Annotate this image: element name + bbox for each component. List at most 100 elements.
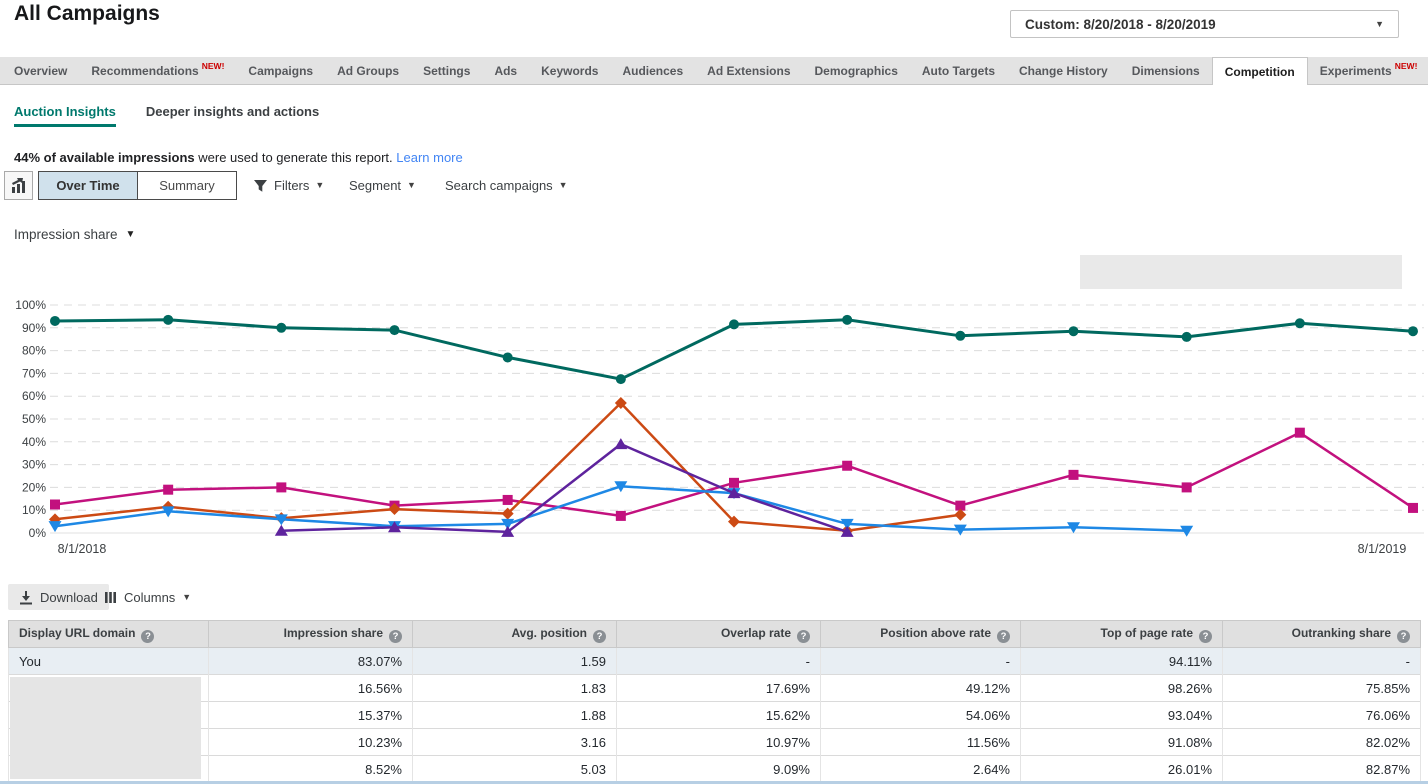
tab-dimensions[interactable]: Dimensions	[1120, 57, 1212, 84]
tab-ad-extensions[interactable]: Ad Extensions	[695, 57, 802, 84]
chart-point-redacted-competitor-4[interactable]	[614, 438, 628, 450]
help-icon[interactable]: ?	[797, 629, 810, 643]
chart-point-redacted-competitor-4[interactable]	[727, 487, 741, 499]
over-time-button[interactable]: Over Time	[39, 172, 137, 199]
chart-point-You[interactable]	[842, 314, 853, 325]
bottom-scroll-strip[interactable]	[0, 781, 1428, 784]
help-icon[interactable]: ?	[1397, 629, 1410, 643]
chart-point-redacted-competitor-3[interactable]	[953, 524, 967, 536]
chart-point-redacted-competitor-2[interactable]	[388, 503, 401, 516]
chart-point-You[interactable]	[955, 330, 966, 341]
y-axis-tick-label: 20%	[22, 480, 46, 494]
tab-label: Change History	[1019, 63, 1108, 78]
column-header-top-of-page-rate[interactable]: Top of page rate?	[1020, 620, 1223, 648]
chart-point-redacted-competitor-1[interactable]	[1068, 469, 1079, 480]
tab-change-history[interactable]: Change History	[1007, 57, 1120, 84]
chart-point-redacted-competitor-1[interactable]	[729, 477, 739, 488]
tab-competition[interactable]: Competition	[1211, 57, 1308, 85]
chart-line-redacted-competitor-3	[54, 485, 1187, 532]
value-cell: 82.87%	[1222, 755, 1421, 783]
chart-point-You[interactable]	[502, 352, 513, 363]
columns-button[interactable]: Columns ▼	[104, 584, 191, 610]
chart-point-redacted-competitor-2[interactable]	[954, 508, 967, 521]
help-icon[interactable]: ?	[1199, 629, 1212, 643]
date-range-selector[interactable]: Custom: 8/20/2018 - 8/20/2019 ▼	[1010, 10, 1399, 38]
chart-point-redacted-competitor-3[interactable]	[1180, 525, 1194, 537]
tab-experiments[interactable]: Experiments NEW!	[1308, 57, 1428, 84]
segment-control[interactable]: Segment ▼	[349, 171, 416, 200]
chart-point-redacted-competitor-4[interactable]	[840, 525, 854, 537]
column-header-position-above-rate[interactable]: Position above rate?	[820, 620, 1021, 648]
chart-point-redacted-competitor-3[interactable]	[840, 518, 854, 530]
tab-recommendations[interactable]: Recommendations NEW!	[79, 57, 236, 84]
chart-point-redacted-competitor-1[interactable]	[1294, 427, 1305, 438]
help-icon[interactable]: ?	[389, 629, 402, 643]
chart-type-button[interactable]	[4, 171, 33, 200]
tab-campaigns[interactable]: Campaigns	[236, 57, 325, 84]
chart-point-redacted-competitor-2[interactable]	[614, 397, 627, 410]
help-icon[interactable]: ?	[141, 629, 155, 643]
column-header-outranking-share[interactable]: Outranking share?	[1222, 620, 1421, 648]
chart-point-redacted-competitor-1[interactable]	[615, 510, 626, 521]
column-header-overlap-rate[interactable]: Overlap rate?	[616, 620, 821, 648]
value-cell: 1.88	[412, 701, 617, 729]
subtab-deeper-insights[interactable]: Deeper insights and actions	[145, 104, 320, 119]
tab-demographics[interactable]: Demographics	[803, 57, 910, 84]
chart-point-redacted-competitor-3[interactable]	[274, 514, 288, 526]
tab-ad-groups[interactable]: Ad Groups	[325, 57, 411, 84]
chart-point-You[interactable]	[276, 322, 287, 333]
column-header-label: Display URL domain	[19, 625, 136, 640]
tab-ads[interactable]: Ads	[482, 57, 529, 84]
chart-point-You[interactable]	[389, 325, 400, 336]
column-header-display-url-domain[interactable]: Display URL domain?	[8, 620, 209, 648]
tab-keywords[interactable]: Keywords	[529, 57, 610, 84]
help-icon[interactable]: ?	[593, 629, 606, 643]
column-header-impression-share[interactable]: Impression share?	[208, 620, 413, 648]
chart-point-redacted-competitor-3[interactable]	[614, 481, 628, 493]
chart-point-You[interactable]	[163, 314, 174, 325]
chart-point-redacted-competitor-1[interactable]	[955, 500, 966, 511]
chart-view-toggle: Over Time Summary	[38, 171, 237, 200]
chart-point-redacted-competitor-1[interactable]	[163, 484, 174, 495]
chart-point-redacted-competitor-1[interactable]	[502, 494, 513, 505]
learn-more-link[interactable]: Learn more	[396, 150, 463, 165]
chart-point-You[interactable]	[729, 319, 739, 330]
domain-cell: You	[8, 647, 209, 675]
column-header-label: Outranking share	[1291, 625, 1391, 640]
chart-point-redacted-competitor-1[interactable]	[1181, 482, 1192, 493]
chart-point-redacted-competitor-3[interactable]	[1067, 522, 1080, 534]
help-icon[interactable]: ?	[997, 629, 1010, 643]
filters-control[interactable]: Filters ▼	[253, 171, 324, 200]
chart-point-You[interactable]	[615, 374, 626, 385]
chart-point-redacted-competitor-1[interactable]	[276, 482, 287, 493]
chart-point-redacted-competitor-1[interactable]	[1408, 502, 1418, 513]
metric-selector[interactable]: Impression share ▼	[14, 227, 135, 242]
chart-point-You[interactable]	[1068, 326, 1079, 337]
tab-audiences[interactable]: Audiences	[610, 57, 695, 84]
chart-point-You[interactable]	[1294, 318, 1305, 329]
chart-point-redacted-competitor-4[interactable]	[501, 525, 515, 537]
column-header-avg-position[interactable]: Avg. position?	[412, 620, 617, 648]
summary-button[interactable]: Summary	[137, 172, 236, 199]
chart-point-redacted-competitor-3[interactable]	[501, 518, 515, 530]
chart-point-redacted-competitor-1[interactable]	[842, 460, 853, 471]
chart-point-You[interactable]	[1408, 326, 1418, 337]
download-button[interactable]: Download	[8, 584, 109, 610]
tab-overview[interactable]: Overview	[2, 57, 79, 84]
segment-label: Segment	[349, 178, 402, 193]
chart-point-You[interactable]	[50, 315, 60, 326]
tab-settings[interactable]: Settings	[411, 57, 482, 84]
y-axis-tick-label: 50%	[22, 412, 46, 426]
chart-point-redacted-competitor-2[interactable]	[501, 507, 514, 520]
chart-point-redacted-competitor-3[interactable]	[161, 506, 175, 518]
column-header-label: Impression share	[283, 625, 383, 640]
search-campaigns-control[interactable]: Search campaigns ▼	[445, 171, 568, 200]
chart-point-You[interactable]	[1181, 331, 1192, 342]
subtab-auction-insights[interactable]: Auction Insights	[14, 104, 116, 127]
chart-point-redacted-competitor-4[interactable]	[388, 521, 401, 533]
tab-auto-targets[interactable]: Auto Targets	[910, 57, 1007, 84]
chart-point-redacted-competitor-1[interactable]	[50, 499, 60, 510]
chart-point-redacted-competitor-4[interactable]	[274, 524, 288, 536]
chart-point-redacted-competitor-2[interactable]	[728, 515, 740, 528]
chart-point-redacted-competitor-3[interactable]	[48, 521, 62, 533]
